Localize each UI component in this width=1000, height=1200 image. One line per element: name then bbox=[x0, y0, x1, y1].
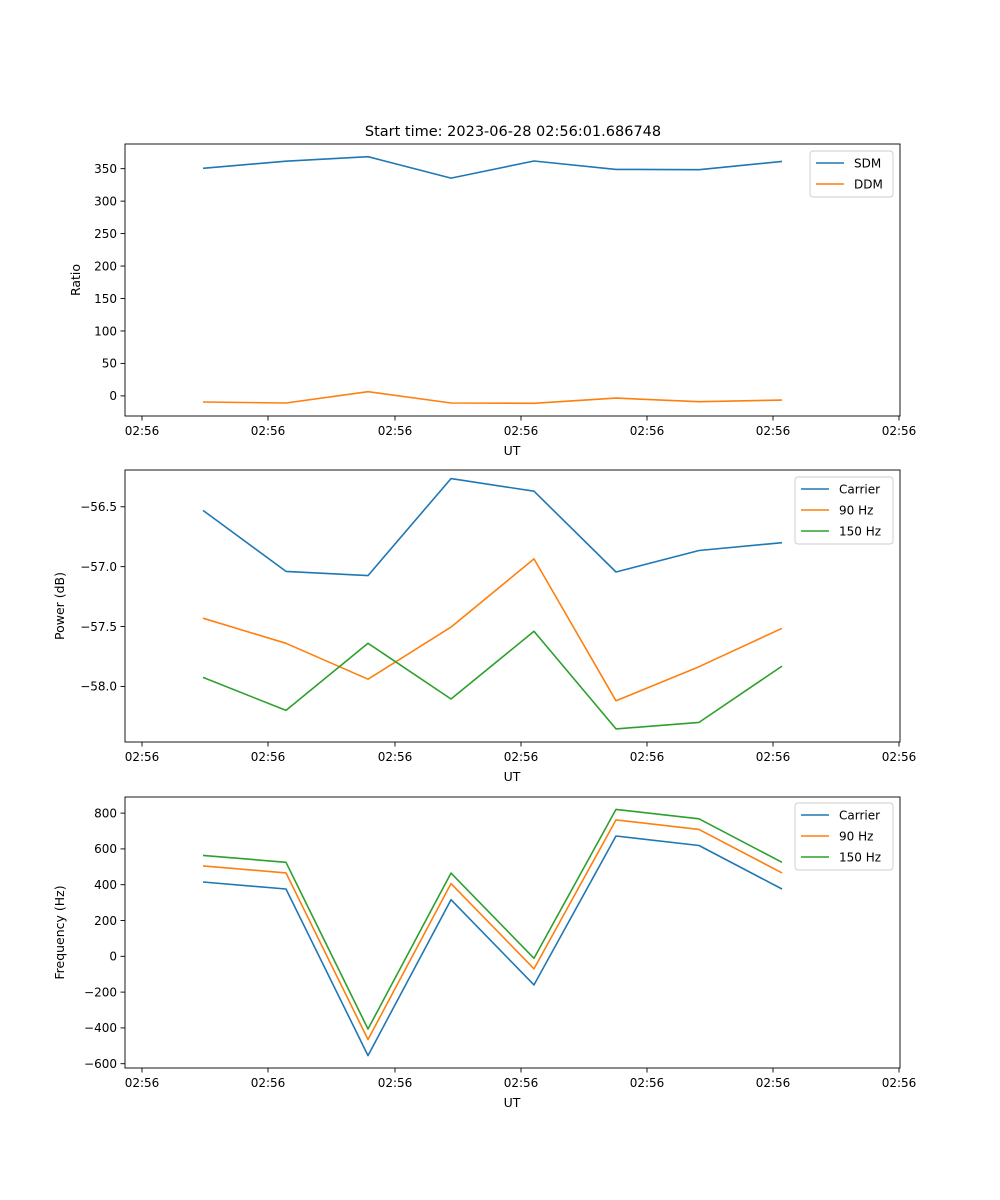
series-line-sdm bbox=[202, 155, 783, 179]
x-tick-label: 02:56 bbox=[882, 424, 917, 438]
chart-panels: 02:56 02:56 02:56 02:56 02:56 02:56 02:56 0 50 10… bbox=[52, 143, 917, 1110]
x-tick-label: 02:56 bbox=[125, 750, 160, 764]
y-tick-label: −58.0 bbox=[80, 680, 117, 694]
chart-panel-2: 02:56 02:56 02:56 02:56 02:56 02:56 02:56 −58.0… bbox=[52, 469, 917, 784]
legend-label: 90 Hz bbox=[839, 504, 873, 518]
chart-panel-1: 02:56 02:56 02:56 02:56 02:56 02:56 02:56 0 50 10… bbox=[68, 143, 917, 458]
x-tick-label: 02:56 bbox=[378, 750, 413, 764]
y-axis-label: Power (dB) bbox=[52, 572, 67, 640]
x-axis-label: UT bbox=[504, 443, 521, 458]
x-tick-label: 02:56 bbox=[756, 1076, 791, 1090]
x-tick-label: 02:56 bbox=[378, 424, 413, 438]
chart-panel-3: 02:56 02:56 02:56 02:56 02:56 02:56 02:56 −600 −… bbox=[52, 796, 917, 1110]
x-tick-label: 02:56 bbox=[251, 424, 286, 438]
x-tick-label: 02:56 bbox=[630, 1076, 665, 1090]
y-tick-label: −200 bbox=[84, 985, 117, 999]
series-line-carrier bbox=[202, 477, 783, 577]
y-tick-label: −400 bbox=[84, 1021, 117, 1035]
legend-label: 90 Hz bbox=[839, 830, 873, 844]
plot-frame bbox=[124, 143, 901, 417]
plot-frame bbox=[124, 469, 901, 743]
y-tick-label: 800 bbox=[94, 806, 117, 820]
legend-label: 150 Hz bbox=[839, 851, 881, 865]
x-tick-label: 02:56 bbox=[251, 750, 286, 764]
legend-label: 150 Hz bbox=[839, 525, 881, 539]
y-tick-label: 350 bbox=[94, 162, 117, 176]
x-tick-label: 02:56 bbox=[630, 750, 665, 764]
x-tick-label: 02:56 bbox=[504, 424, 539, 438]
x-tick-label: 02:56 bbox=[756, 750, 791, 764]
series-line-carrier bbox=[202, 835, 783, 1057]
y-tick-label: −600 bbox=[84, 1057, 117, 1071]
x-tick-label: 02:56 bbox=[504, 1076, 539, 1090]
legend-label: Carrier bbox=[839, 809, 880, 823]
y-tick-label: 600 bbox=[94, 842, 117, 856]
series-line-90-hz bbox=[202, 819, 783, 1041]
legend-box bbox=[794, 476, 894, 545]
legend-box bbox=[794, 802, 894, 871]
y-tick-label: 150 bbox=[94, 292, 117, 306]
series-line-90-hz bbox=[202, 558, 783, 702]
legend-label: DDM bbox=[854, 178, 883, 192]
x-tick-label: 02:56 bbox=[378, 1076, 413, 1090]
x-tick-label: 02:56 bbox=[251, 1076, 286, 1090]
y-axis-label: Frequency (Hz) bbox=[52, 885, 67, 979]
figure-title: Start time: 2023-06-28 02:56:01.686748 bbox=[365, 124, 661, 140]
x-tick-label: 02:56 bbox=[630, 424, 665, 438]
y-tick-label: −57.0 bbox=[80, 560, 117, 574]
y-tick-label: 0 bbox=[109, 389, 117, 403]
x-tick-label: 02:56 bbox=[756, 424, 791, 438]
x-tick-label: 02:56 bbox=[882, 750, 917, 764]
series-line-150-hz bbox=[202, 808, 783, 1030]
y-tick-label: 200 bbox=[94, 259, 117, 273]
legend-label: Carrier bbox=[839, 483, 880, 497]
series-line-ddm bbox=[202, 390, 783, 405]
y-tick-label: 50 bbox=[102, 357, 117, 371]
legend-label: SDM bbox=[854, 157, 881, 171]
plot-frame bbox=[124, 796, 901, 1069]
x-axis-label: UT bbox=[504, 1095, 521, 1110]
y-tick-label: −56.5 bbox=[80, 500, 117, 514]
y-tick-label: 400 bbox=[94, 878, 117, 892]
series-line-150-hz bbox=[202, 630, 783, 730]
x-tick-label: 02:56 bbox=[504, 750, 539, 764]
y-tick-label: −57.5 bbox=[80, 620, 117, 634]
y-tick-label: 0 bbox=[109, 950, 117, 964]
y-axis-label: Ratio bbox=[68, 264, 83, 296]
x-tick-label: 02:56 bbox=[125, 1076, 160, 1090]
x-tick-label: 02:56 bbox=[882, 1076, 917, 1090]
y-tick-label: 300 bbox=[94, 194, 117, 208]
y-tick-label: 100 bbox=[94, 324, 117, 338]
x-tick-label: 02:56 bbox=[125, 424, 160, 438]
y-tick-label: 250 bbox=[94, 227, 117, 241]
x-axis-label: UT bbox=[504, 769, 521, 784]
y-tick-label: 200 bbox=[94, 914, 117, 928]
